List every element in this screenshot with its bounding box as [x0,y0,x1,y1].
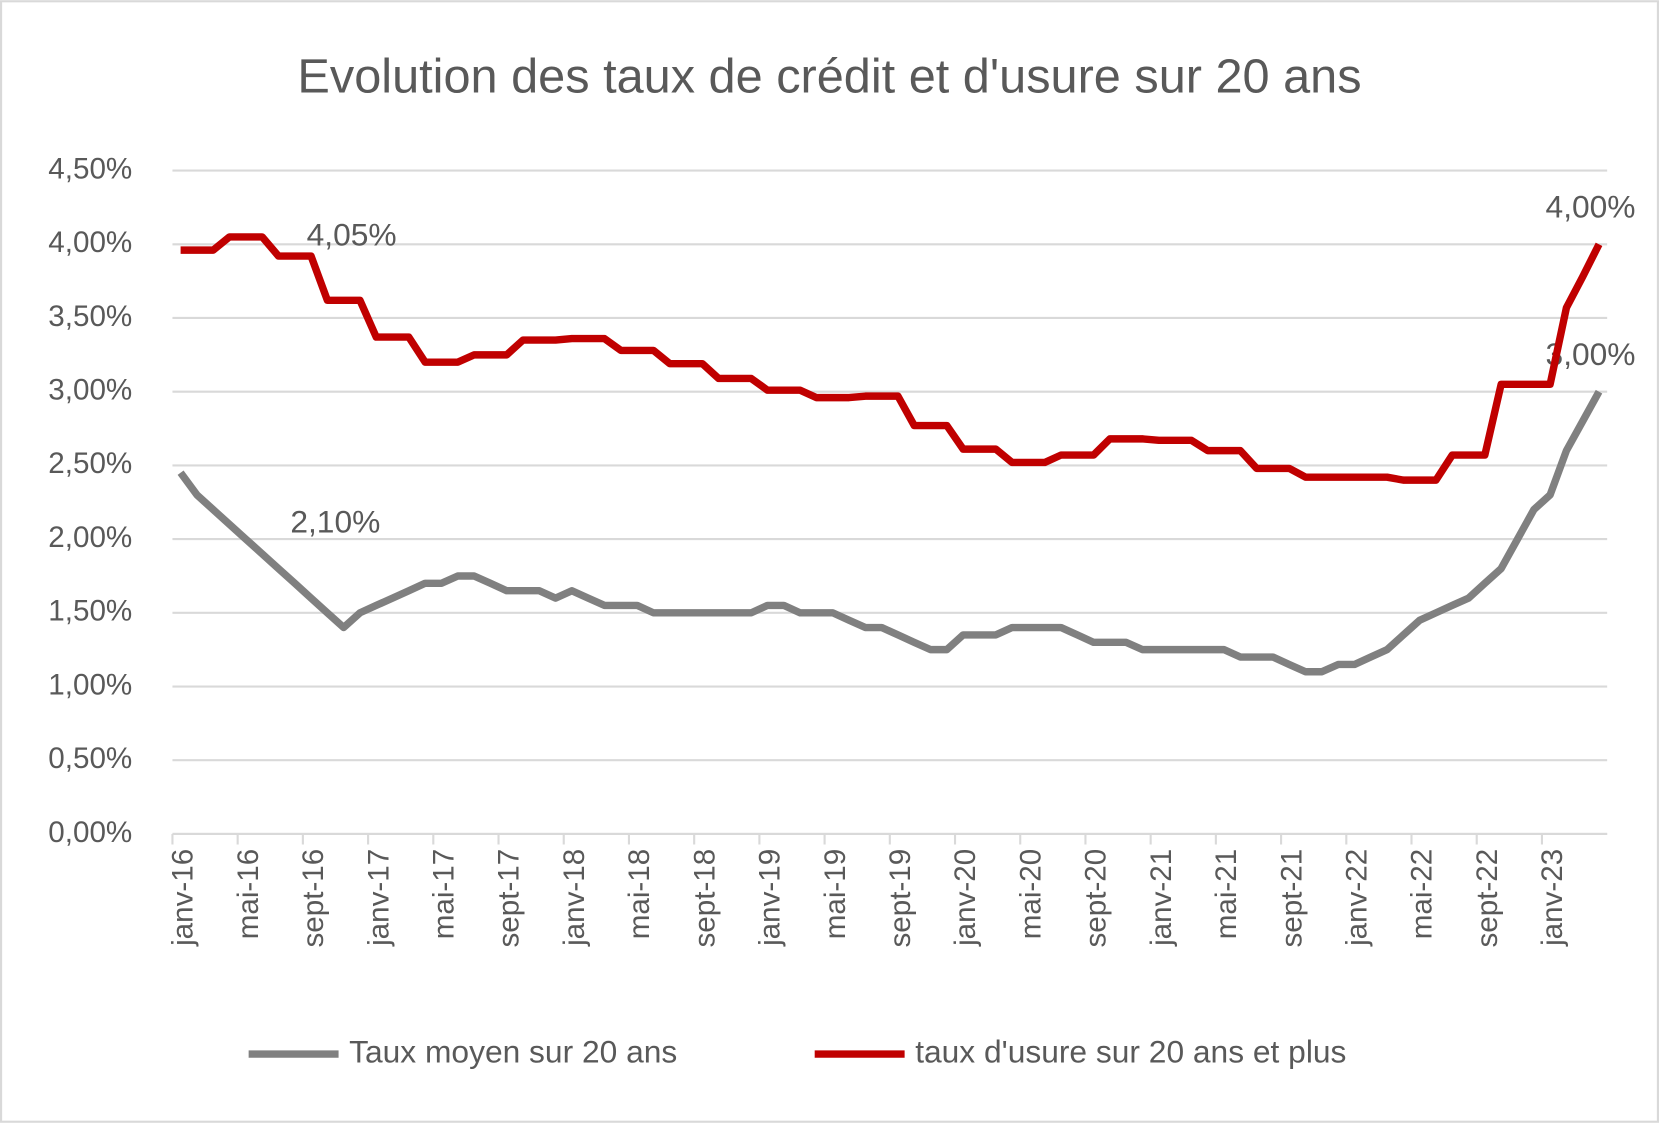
x-tick-label: mai-17 [428,849,461,940]
y-tick-label: 2,50% [48,447,132,480]
x-tick-label: janv-23 [1536,849,1569,947]
x-tick-label: janv-22 [1341,849,1374,947]
x-tick-label: sept-19 [884,849,917,948]
x-tick-label: sept-17 [493,849,526,948]
x-tick-label: sept-21 [1275,849,1308,948]
x-tick-label: janv-16 [167,849,200,947]
series-line [177,389,1603,676]
data-label: 2,10% [290,504,380,540]
y-tick-label: 2,00% [48,521,132,554]
y-tick-label: 0,00% [48,816,132,849]
x-tick-label: sept-22 [1471,849,1504,948]
x-tick-label: mai-19 [819,849,852,940]
x-tick-label: mai-16 [232,849,265,940]
x-tick-label: sept-16 [297,849,330,948]
x-tick-label: janv-21 [1145,849,1178,947]
x-tick-label: janv-17 [362,849,395,947]
x-tick-label: mai-18 [623,849,656,940]
x-tick-label: janv-20 [949,849,982,947]
x-tick-label: sept-20 [1080,849,1113,948]
data-label: 4,00% [1546,189,1636,225]
legend-label: taux d'usure sur 20 ans et plus [915,1033,1346,1069]
x-tick-label: janv-18 [558,849,591,947]
data-label: 4,05% [307,216,397,252]
series-line [180,233,1603,484]
y-tick-label: 1,50% [48,595,132,628]
y-tick-label: 1,00% [48,668,132,701]
x-tick-label: mai-21 [1210,849,1243,940]
y-tick-label: 0,50% [48,742,132,775]
x-tick-label: mai-20 [1014,849,1047,940]
y-tick-label: 4,50% [48,152,132,185]
x-tick-label: sept-18 [688,849,721,948]
x-tick-label: janv-19 [754,849,787,947]
legend-label: Taux moyen sur 20 ans [349,1033,677,1069]
x-tick-label: mai-22 [1406,849,1439,940]
y-tick-label: 3,50% [48,300,132,333]
chart-title: Evolution des taux de crédit et d'usure … [297,49,1361,103]
y-tick-label: 4,00% [48,226,132,259]
y-tick-label: 3,00% [48,374,132,407]
